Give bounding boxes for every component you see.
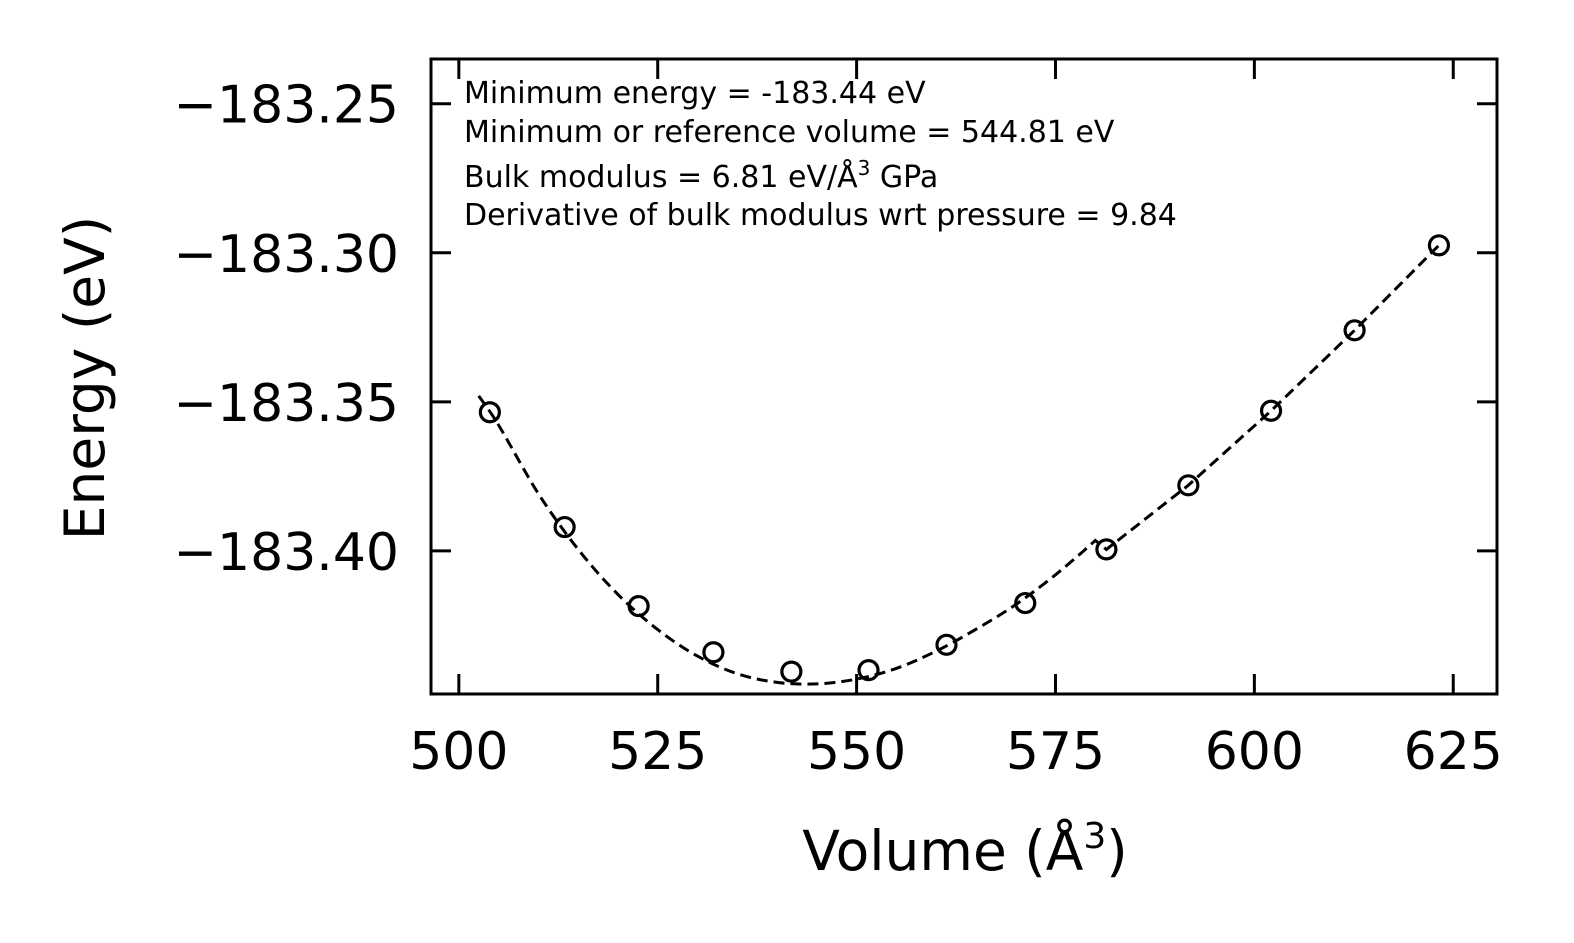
data-point — [702, 641, 725, 664]
data-point — [1014, 591, 1037, 615]
x-axis-label: Volume (Å3) — [802, 816, 1128, 883]
data-point — [553, 515, 576, 539]
data-point — [1343, 319, 1366, 342]
data-point — [857, 659, 880, 682]
annotation-box: Minimum energy = -183.44 eV Minimum or r… — [464, 76, 1177, 233]
x-axis-label-text: Volume (Å — [802, 818, 1083, 883]
fit-curve — [477, 244, 1440, 686]
data-point — [627, 594, 650, 618]
y-tick-label: −183.40 — [173, 523, 399, 583]
data-point — [478, 401, 501, 424]
x-tick-label: 525 — [608, 722, 707, 782]
data-point — [1259, 399, 1283, 422]
x-tick-label: 550 — [807, 722, 906, 782]
plot-frame — [429, 57, 1499, 696]
y-axis-label: Energy (eV) — [53, 216, 117, 540]
data-point — [1095, 538, 1118, 561]
data-points — [478, 234, 1451, 683]
y-axis: −183.25 −183.30 −183.35 −183.40 — [173, 76, 1497, 583]
data-point — [1427, 234, 1451, 257]
x-axis-label-sup: 3 — [1083, 816, 1106, 857]
x-tick-label: 600 — [1205, 722, 1304, 782]
data-point — [1177, 474, 1200, 497]
annotation-bulk-modulus-unit: GPa — [870, 160, 938, 195]
annotation-derivative: Derivative of bulk modulus wrt pressure … — [464, 198, 1177, 233]
x-axis: 500 525 550 575 600 625 — [409, 59, 1503, 782]
annotation-bulk-modulus-sup: 3 — [858, 156, 871, 180]
annotation-bulk-modulus-text: Bulk modulus = 6.81 eV/Å — [464, 159, 858, 195]
annotation-min-energy: Minimum energy = -183.44 eV — [464, 76, 926, 111]
y-tick-label: −183.35 — [173, 374, 399, 434]
annotation-bulk-modulus: Bulk modulus = 6.81 eV/Å3 GPa — [464, 156, 938, 195]
data-point — [780, 660, 803, 683]
x-axis-label-close: ) — [1106, 819, 1127, 883]
y-tick-label: −183.30 — [173, 225, 399, 285]
annotation-min-volume: Minimum or reference volume = 544.81 eV — [464, 115, 1115, 150]
x-tick-label: 500 — [409, 722, 508, 782]
x-tick-label: 625 — [1404, 722, 1503, 782]
y-tick-label: −183.25 — [173, 76, 399, 136]
x-tick-label: 575 — [1006, 722, 1105, 782]
data-point — [935, 633, 958, 656]
